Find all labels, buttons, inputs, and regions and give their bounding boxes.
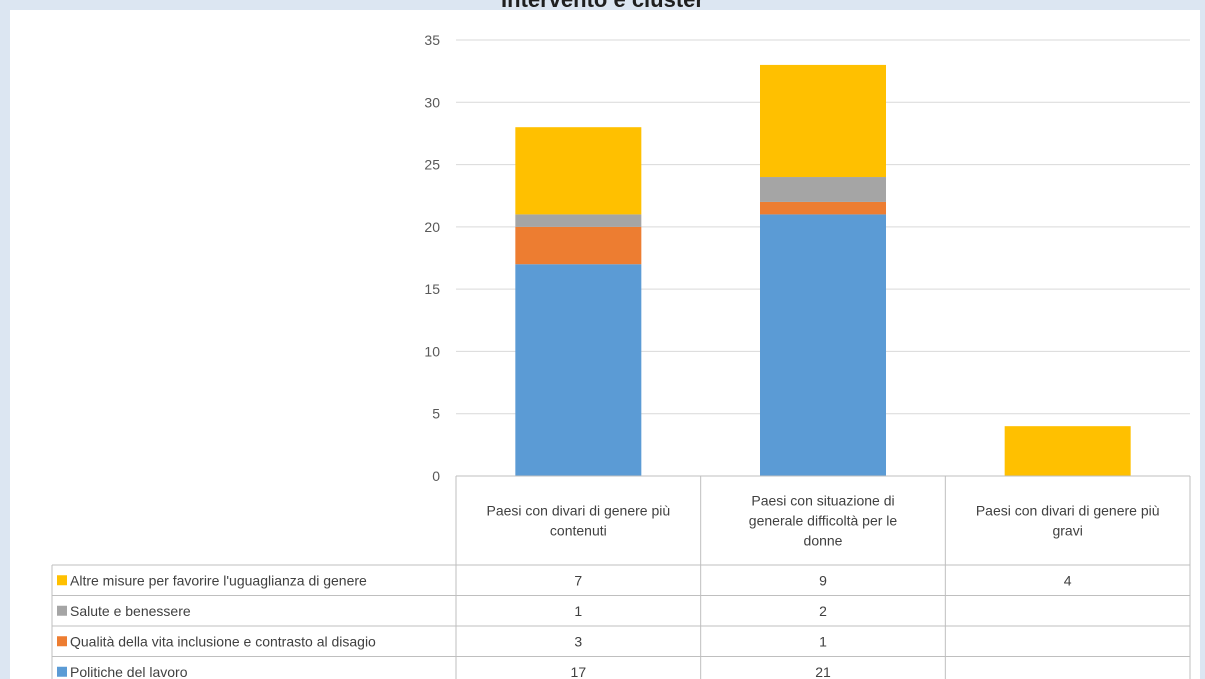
table-value: 21 [815, 664, 831, 679]
bar-segment [760, 177, 886, 202]
bar-segment [515, 127, 642, 215]
bar-segment [760, 201, 886, 215]
category-label: generale difficoltà per le [749, 513, 898, 529]
category-label: Paesi con divari di genere più [976, 503, 1160, 519]
bar-segment [515, 214, 642, 227]
table-value: 7 [574, 572, 582, 588]
bar-segment [515, 226, 642, 265]
chart-title: Intervento e cluster [0, 0, 1205, 13]
table-value: 1 [819, 633, 827, 649]
table-value: 3 [574, 633, 582, 649]
legend-swatch [57, 636, 67, 647]
category-label: gravi [1052, 523, 1082, 539]
legend-label: Salute e benessere [70, 603, 191, 619]
y-tick-label: 10 [424, 343, 440, 359]
table-value: 2 [819, 603, 827, 619]
category-label: donne [804, 533, 843, 549]
legend-swatch [57, 666, 67, 677]
category-label: contenuti [550, 523, 607, 539]
y-tick-label: 35 [424, 32, 440, 48]
chart-area: 0 5 10 15 20 25 30 35 Paesi con divari di genere… [10, 10, 1200, 679]
y-tick-label: 30 [424, 94, 440, 110]
bar-segment [515, 264, 642, 476]
bar-segment [760, 64, 886, 178]
category-label: Paesi con divari di genere più [486, 503, 670, 519]
bar-segment [1004, 426, 1131, 476]
y-tick-label: 5 [432, 406, 440, 422]
category-label: Paesi con situazione di [751, 493, 894, 509]
y-tick-label: 0 [432, 468, 440, 484]
y-tick-label: 25 [424, 157, 440, 173]
chart-svg: 0 5 10 15 20 25 30 35 Paesi con divari di genere… [51, 32, 1191, 679]
bar-segment [760, 214, 886, 476]
legend-swatch [57, 605, 67, 616]
legend-label: Politiche del lavoro [70, 664, 188, 679]
legend-label: Altre misure per favorire l'uguaglianza … [70, 572, 367, 588]
legend-swatch [57, 575, 67, 586]
table-value: 4 [1064, 572, 1072, 588]
legend-label: Qualità della vita inclusione e contrast… [70, 633, 376, 649]
y-tick-label: 15 [424, 281, 440, 297]
table-value: 17 [571, 664, 587, 679]
table-value: 1 [574, 603, 582, 619]
table-value: 9 [819, 572, 827, 588]
y-tick-label: 20 [424, 219, 440, 235]
